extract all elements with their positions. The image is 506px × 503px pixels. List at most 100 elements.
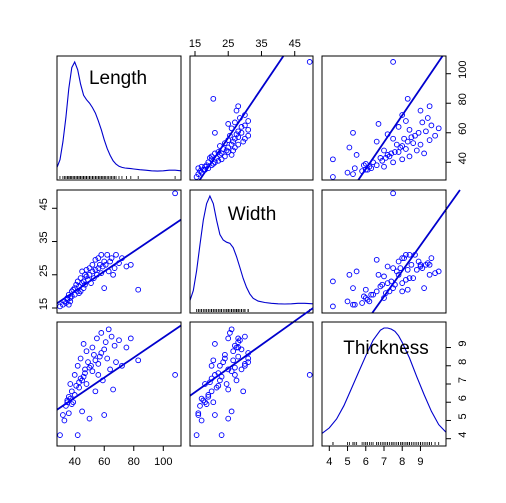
data-point (233, 131, 240, 138)
data-point (203, 401, 210, 407)
data-point (198, 169, 205, 176)
data-point (198, 163, 205, 170)
data-point (424, 115, 431, 121)
data-point (108, 333, 115, 340)
data-point (102, 261, 109, 268)
y-tick-label: 100 (457, 61, 469, 79)
data-point (193, 432, 200, 438)
data-point (351, 301, 358, 308)
data-point (101, 346, 108, 353)
x-tick-label: 100 (154, 456, 172, 468)
data-point (200, 397, 207, 404)
data-point (205, 392, 212, 398)
data-point (73, 382, 80, 389)
data-point (390, 135, 396, 142)
data-point (370, 291, 376, 298)
y-tick-label: 25 (38, 265, 50, 277)
data-point (172, 372, 178, 378)
data-point (60, 412, 66, 418)
data-point (80, 285, 87, 291)
data-point (135, 357, 142, 364)
data-point (242, 135, 248, 142)
data-point (353, 268, 360, 275)
data-point (105, 326, 112, 333)
tick-layer: 40 60 80 100 4 5 6 7 8 915 25 35 4515253545406080100… (38, 38, 469, 468)
data-point (218, 432, 225, 438)
y-tick-label: 8 (457, 359, 469, 365)
data-point (215, 370, 222, 376)
data-point (98, 350, 105, 356)
x-tick-label: 6 (363, 456, 369, 468)
data-point (113, 251, 119, 258)
data-point (417, 107, 424, 114)
data-point (104, 251, 111, 258)
data-point (89, 268, 96, 275)
data-point (119, 362, 125, 369)
data-point (203, 162, 210, 169)
data-point (218, 373, 225, 380)
data-point (202, 163, 208, 170)
data-point (83, 348, 90, 355)
density-curve-length (56, 60, 182, 172)
data-point (395, 124, 402, 130)
y-tick-label: 7 (457, 377, 469, 383)
data-point (232, 364, 238, 371)
density-curve-width (189, 194, 314, 305)
x-tick-label: 35 (255, 38, 267, 50)
data-point (208, 375, 215, 382)
data-point (245, 126, 252, 133)
data-point (240, 138, 247, 145)
data-point (350, 171, 356, 177)
data-point (225, 144, 232, 151)
data-point (77, 275, 84, 281)
data-point (242, 362, 248, 369)
data-point (397, 144, 404, 151)
data-point (392, 149, 398, 155)
data-point (95, 255, 102, 261)
data-point (235, 128, 242, 135)
data-point (98, 251, 105, 258)
data-point (193, 174, 200, 180)
data-point (435, 268, 442, 275)
data-point (404, 95, 411, 102)
data-point (63, 403, 69, 409)
data-point (406, 126, 413, 133)
panel-frame (189, 55, 314, 181)
panel-length-thickness (321, 55, 447, 181)
data-point (238, 346, 245, 353)
data-point (67, 298, 74, 305)
data-point (242, 361, 248, 367)
data-point (237, 115, 243, 121)
data-point (366, 163, 373, 170)
panel-frame (321, 55, 447, 181)
data-point (223, 381, 230, 387)
data-point (71, 392, 78, 398)
data-point (382, 155, 389, 161)
panel-thickness-width (189, 307, 314, 447)
x-tick-label: 4 (326, 456, 332, 468)
data-point (57, 303, 63, 310)
data-point (212, 412, 218, 418)
data-point (215, 149, 222, 155)
data-point (235, 141, 242, 148)
data-point (101, 258, 108, 265)
data-point (86, 415, 93, 422)
panel-frame (189, 189, 314, 314)
data-point (362, 160, 369, 167)
data-point (65, 301, 72, 308)
x-tick-label: 5 (344, 456, 350, 468)
x-tick-label: 15 (189, 38, 201, 50)
data-point (432, 132, 438, 139)
data-point (135, 286, 142, 293)
data-point (123, 344, 130, 351)
data-point (238, 124, 245, 130)
data-point (379, 157, 386, 164)
data-point (202, 381, 208, 387)
data-point (82, 370, 88, 376)
data-point (375, 271, 382, 278)
data-point (245, 132, 252, 139)
data-point (230, 348, 237, 355)
data-point (368, 165, 375, 172)
data-point (74, 432, 81, 438)
data-point (245, 350, 252, 356)
